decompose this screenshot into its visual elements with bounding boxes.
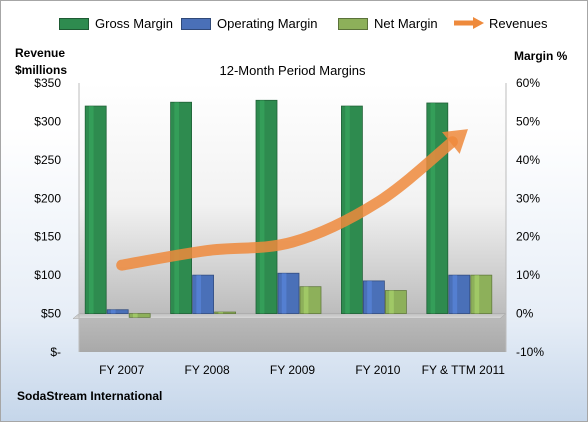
right-axis-tick-label: 50% (516, 114, 540, 128)
bar-operating-margin (448, 274, 471, 314)
legend-label: Net Margin (374, 16, 438, 31)
left-axis-tick-label: $50 (41, 307, 61, 321)
legend-swatch-gross-margin (59, 18, 89, 30)
bar-net-margin (128, 313, 151, 318)
right-axis-tick-label: 20% (516, 230, 540, 244)
bar-gross-margin-highlight (88, 106, 94, 314)
bar-net-margin-highlight (389, 290, 394, 314)
bar-net-margin-highlight (132, 313, 138, 318)
legend-swatch-net-margin (338, 18, 368, 30)
category-label: FY & TTM 2011 (422, 363, 506, 377)
left-axis-title-line-2: $millions (15, 63, 68, 77)
left-axis-tick-label: $250 (34, 153, 61, 167)
company-name: SodaStream International (17, 389, 163, 403)
legend-swatch-revenues (454, 17, 484, 29)
bar-operating-margin-highlight (452, 275, 458, 314)
legend-swatch-operating-margin (181, 18, 211, 30)
revenues-line (116, 136, 458, 271)
bar-net-margin (299, 286, 322, 314)
bar-operating-margin (106, 309, 129, 314)
category-label: FY 2009 (270, 363, 315, 377)
right-axis-tick-label: 10% (516, 268, 540, 282)
legend-label: Revenues (489, 16, 548, 31)
left-axis-tick-label: $350 (34, 76, 61, 90)
bar-gross-margin (255, 99, 278, 314)
right-axis-tick-label: 30% (516, 191, 540, 205)
right-axis-title: Margin % (514, 49, 568, 63)
bar-net-margin-highlight (218, 312, 223, 314)
left-axis-tick-label: $- (50, 345, 61, 359)
category-label: FY 2007 (99, 363, 144, 377)
right-axis-tick-label: 0% (516, 307, 534, 321)
category-label: FY 2008 (185, 363, 230, 377)
right-axis-tick-label: -10% (516, 345, 544, 359)
bar-net-margin-highlight (474, 275, 480, 314)
bar-gross-margin-highlight (174, 102, 179, 314)
bar-gross-margin-highlight (430, 102, 436, 314)
bar-operating-margin (277, 272, 300, 314)
left-axis-title-line-1: Revenue (15, 46, 66, 60)
bar-operating-margin-highlight (367, 280, 372, 314)
bar-gross-margin-highlight (259, 100, 265, 314)
legend-label: Operating Margin (217, 16, 318, 31)
bar-operating-margin-highlight (196, 275, 201, 314)
bar-net-margin (214, 311, 237, 314)
category-label: FY 2010 (355, 363, 400, 377)
legend-label: Gross Margin (95, 16, 174, 31)
left-axis-tick-label: $150 (34, 230, 61, 244)
right-axis-tick-label: 40% (516, 153, 540, 167)
left-axis-tick-label: $300 (34, 114, 61, 128)
bar-net-margin (384, 290, 407, 314)
left-axis-title: Revenue $millions (15, 45, 67, 79)
revenues-arrow-head (442, 129, 468, 154)
bar-operating-margin-highlight (110, 309, 116, 314)
bar-operating-margin-highlight (281, 273, 287, 314)
bar-net-margin-highlight (303, 286, 309, 314)
bar-gross-margin (170, 101, 193, 314)
right-axis-tick-label: 60% (516, 76, 540, 90)
bar-gross-margin (84, 105, 107, 314)
chart-title: 12-Month Period Margins (220, 63, 366, 78)
bar-operating-margin (362, 280, 385, 314)
left-axis-tick-label: $200 (34, 191, 61, 205)
bar-operating-margin (192, 274, 215, 314)
bar-gross-margin-highlight (345, 106, 350, 314)
bar-net-margin (470, 274, 493, 314)
left-axis-tick-label: $100 (34, 268, 61, 282)
